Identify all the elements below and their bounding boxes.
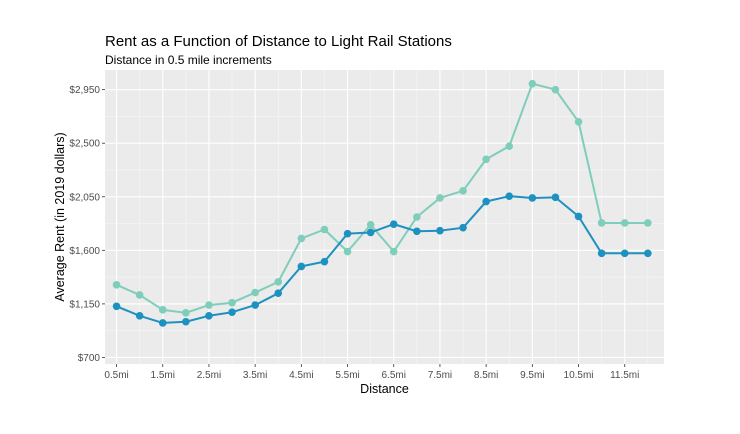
series-point — [366, 220, 375, 229]
chart-title: Rent as a Function of Distance to Light … — [105, 33, 452, 50]
series-point — [644, 249, 652, 258]
minor-gridlines — [105, 70, 664, 364]
series-point — [620, 249, 629, 258]
series-layer — [112, 79, 652, 327]
series-point — [158, 306, 167, 314]
y-tick-label: $1,600 — [69, 246, 100, 257]
series-point — [274, 278, 283, 286]
series-point — [158, 319, 167, 327]
series-point — [597, 249, 606, 258]
series-point — [297, 234, 306, 243]
series-point — [413, 227, 421, 236]
series-point — [135, 311, 144, 320]
x-tick-label: 5.5mi — [335, 370, 359, 381]
series-point — [228, 298, 236, 307]
series-point — [505, 142, 514, 150]
chart-subtitle: Distance in 0.5 mile increments — [105, 53, 272, 67]
series-point — [528, 79, 537, 88]
series-point — [482, 197, 490, 206]
series-point — [251, 301, 259, 309]
series-point — [597, 219, 606, 227]
series-point — [182, 309, 190, 317]
series-point — [459, 187, 467, 195]
y-tick-label: $1,150 — [69, 299, 100, 310]
series-point — [644, 219, 652, 227]
x-tick-label: 6.5mi — [382, 370, 406, 381]
series-point — [551, 193, 560, 202]
series-point — [528, 194, 537, 202]
series-point — [551, 85, 560, 94]
x-tick-label: 9.5mi — [520, 370, 544, 381]
series-point — [436, 226, 444, 235]
series-point — [274, 289, 283, 297]
series-point — [228, 308, 236, 317]
x-tick-label: 0.5mi — [104, 370, 128, 381]
series-point — [505, 192, 514, 200]
series-point — [112, 302, 121, 311]
y-tick-label: $2,950 — [69, 85, 100, 96]
plot-panel — [105, 70, 664, 364]
y-tick-label: $2,050 — [69, 192, 100, 203]
x-axis-label: Distance — [360, 382, 409, 396]
y-axis-label: Average Rent (in 2019 dollars) — [53, 132, 67, 301]
series-point — [413, 213, 421, 221]
series-point — [320, 257, 329, 266]
x-tick-label: 8.5mi — [474, 370, 498, 381]
series-point — [343, 247, 352, 256]
series-point — [574, 117, 583, 126]
series-point — [482, 155, 490, 164]
series-line — [116, 195, 648, 324]
series-point — [205, 311, 213, 320]
x-tick-label: 7.5mi — [428, 370, 452, 381]
series-1 — [112, 79, 652, 317]
series-point — [343, 229, 352, 238]
series-point — [574, 212, 583, 221]
x-axis-ticks: 0.5mi 1.5mi 2.5mi 3.5mi 4.5mi 5.5mi 6.5mi 7.5mi… — [104, 364, 639, 381]
series-point — [251, 288, 259, 297]
x-tick-label: 10.5mi — [564, 370, 594, 381]
series-point — [389, 220, 398, 228]
y-tick-label: $2,500 — [69, 139, 100, 150]
series-point — [320, 225, 329, 234]
x-tick-label: 2.5mi — [197, 370, 221, 381]
x-tick-label: 4.5mi — [289, 370, 313, 381]
series-point — [205, 301, 213, 309]
series-point — [135, 291, 144, 299]
series-point — [459, 223, 467, 232]
x-tick-label: 3.5mi — [243, 370, 267, 381]
series-point — [366, 228, 375, 237]
y-tick-label: $700 — [78, 353, 101, 364]
series-2 — [112, 192, 652, 327]
series-point — [297, 262, 306, 271]
series-line — [116, 82, 648, 314]
series-point — [389, 247, 398, 256]
x-tick-label: 11.5mi — [610, 370, 639, 381]
series-point — [436, 194, 444, 202]
series-point — [112, 281, 121, 289]
x-tick-label: 1.5mi — [151, 370, 175, 381]
y-axis-ticks: $700 $1,150 $1,600 $2,050 $2,500 $2,950 — [69, 85, 105, 364]
series-point — [182, 317, 190, 326]
series-point — [620, 219, 629, 227]
